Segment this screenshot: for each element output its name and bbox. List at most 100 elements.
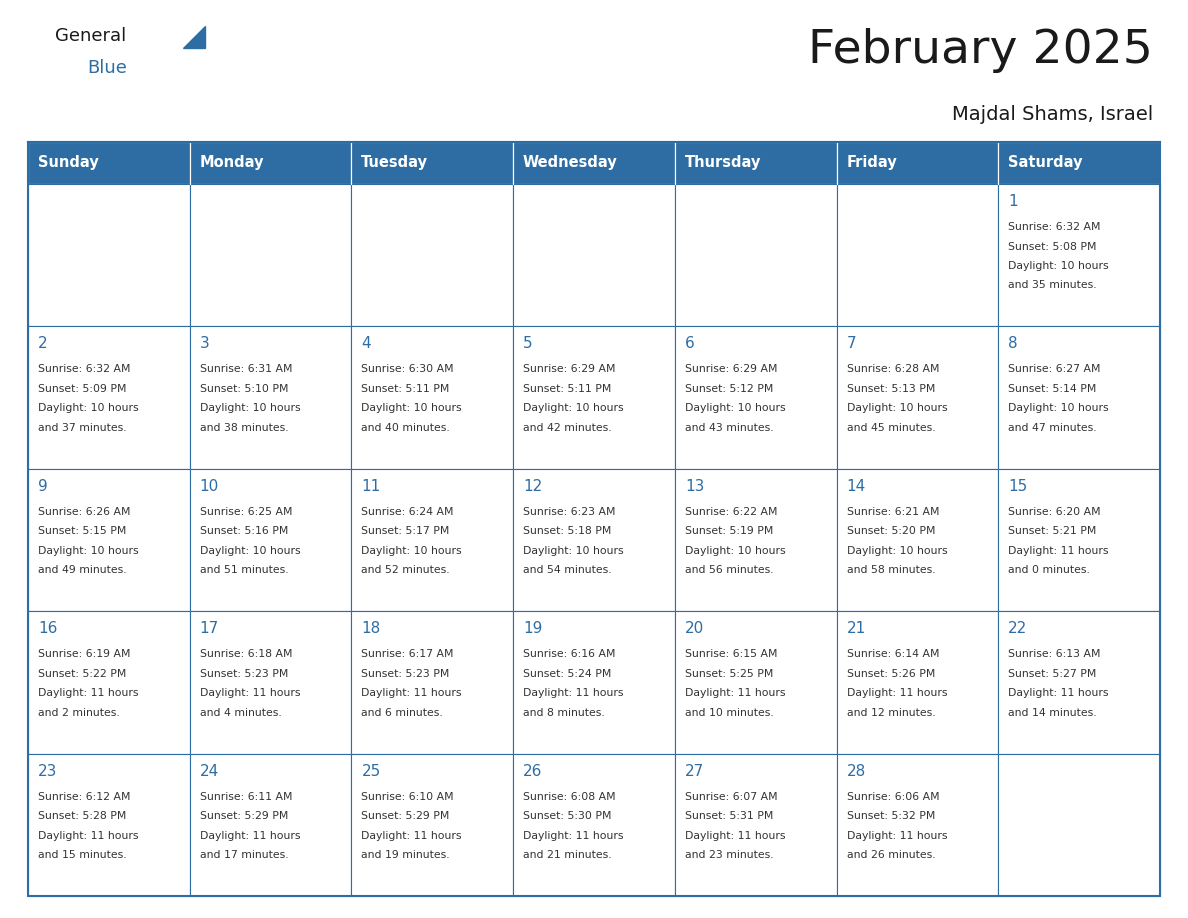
Text: Daylight: 10 hours: Daylight: 10 hours	[523, 546, 624, 555]
Text: Sunrise: 6:17 AM: Sunrise: 6:17 AM	[361, 649, 454, 659]
Text: and 10 minutes.: and 10 minutes.	[684, 708, 773, 718]
Bar	[190, 611, 352, 754]
Text: Sunrise: 6:24 AM: Sunrise: 6:24 AM	[361, 507, 454, 517]
Text: 25: 25	[361, 764, 380, 778]
Text: Sunset: 5:15 PM: Sunset: 5:15 PM	[38, 526, 126, 536]
Text: Daylight: 10 hours: Daylight: 10 hours	[200, 546, 301, 555]
Bar	[29, 142, 190, 184]
Text: Sunset: 5:10 PM: Sunset: 5:10 PM	[200, 384, 289, 394]
Text: 7: 7	[847, 336, 857, 352]
Bar	[190, 142, 352, 184]
Text: Daylight: 10 hours: Daylight: 10 hours	[38, 403, 139, 413]
Text: Sunrise: 6:12 AM: Sunrise: 6:12 AM	[38, 791, 131, 801]
Bar	[513, 327, 675, 469]
Text: and 12 minutes.: and 12 minutes.	[847, 708, 935, 718]
Text: and 14 minutes.: and 14 minutes.	[1009, 708, 1097, 718]
Text: Daylight: 11 hours: Daylight: 11 hours	[684, 688, 785, 699]
Text: Sunrise: 6:20 AM: Sunrise: 6:20 AM	[1009, 507, 1101, 517]
Bar	[352, 327, 513, 469]
Text: Sunrise: 6:27 AM: Sunrise: 6:27 AM	[1009, 364, 1101, 375]
Text: and 42 minutes.: and 42 minutes.	[523, 423, 612, 433]
Text: Sunset: 5:27 PM: Sunset: 5:27 PM	[1009, 668, 1097, 678]
Text: Sunrise: 6:21 AM: Sunrise: 6:21 AM	[847, 507, 939, 517]
Text: and 23 minutes.: and 23 minutes.	[684, 850, 773, 860]
Text: 6: 6	[684, 336, 695, 352]
Text: Sunrise: 6:32 AM: Sunrise: 6:32 AM	[1009, 222, 1101, 232]
Text: 4: 4	[361, 336, 371, 352]
Bar	[998, 611, 1159, 754]
Text: Sunset: 5:11 PM: Sunset: 5:11 PM	[361, 384, 450, 394]
Text: 2: 2	[38, 336, 48, 352]
Text: Sunrise: 6:19 AM: Sunrise: 6:19 AM	[38, 649, 131, 659]
Bar	[190, 184, 352, 327]
Bar	[29, 469, 190, 611]
Bar	[29, 611, 190, 754]
Text: Sunrise: 6:23 AM: Sunrise: 6:23 AM	[523, 507, 615, 517]
Text: Sunset: 5:29 PM: Sunset: 5:29 PM	[361, 812, 450, 821]
Text: Sunset: 5:14 PM: Sunset: 5:14 PM	[1009, 384, 1097, 394]
Text: Sunset: 5:08 PM: Sunset: 5:08 PM	[1009, 241, 1097, 252]
Text: Daylight: 11 hours: Daylight: 11 hours	[38, 831, 139, 841]
Text: Sunset: 5:18 PM: Sunset: 5:18 PM	[523, 526, 612, 536]
Text: and 35 minutes.: and 35 minutes.	[1009, 281, 1097, 290]
Text: Daylight: 11 hours: Daylight: 11 hours	[1009, 546, 1108, 555]
Text: Majdal Shams, Israel: Majdal Shams, Israel	[952, 105, 1154, 124]
Bar	[29, 142, 1159, 896]
Text: Friday: Friday	[846, 155, 897, 171]
Text: Monday: Monday	[200, 155, 264, 171]
Bar	[513, 469, 675, 611]
Bar	[998, 754, 1159, 896]
Text: 9: 9	[38, 479, 48, 494]
Text: and 6 minutes.: and 6 minutes.	[361, 708, 443, 718]
Text: Sunset: 5:30 PM: Sunset: 5:30 PM	[523, 812, 612, 821]
Text: Sunset: 5:21 PM: Sunset: 5:21 PM	[1009, 526, 1097, 536]
Text: Sunset: 5:23 PM: Sunset: 5:23 PM	[361, 668, 450, 678]
Text: Sunrise: 6:11 AM: Sunrise: 6:11 AM	[200, 791, 292, 801]
Text: Sunday: Sunday	[38, 155, 99, 171]
Text: February 2025: February 2025	[808, 28, 1154, 73]
Text: Sunrise: 6:06 AM: Sunrise: 6:06 AM	[847, 791, 940, 801]
Bar	[998, 142, 1159, 184]
Text: Sunset: 5:19 PM: Sunset: 5:19 PM	[684, 526, 773, 536]
Text: 21: 21	[847, 621, 866, 636]
Text: Sunset: 5:12 PM: Sunset: 5:12 PM	[684, 384, 773, 394]
Text: Daylight: 11 hours: Daylight: 11 hours	[684, 831, 785, 841]
Bar	[836, 184, 998, 327]
Text: Sunrise: 6:13 AM: Sunrise: 6:13 AM	[1009, 649, 1101, 659]
Text: Sunrise: 6:07 AM: Sunrise: 6:07 AM	[684, 791, 777, 801]
Text: 8: 8	[1009, 336, 1018, 352]
Bar	[998, 469, 1159, 611]
Text: 22: 22	[1009, 621, 1028, 636]
Bar	[836, 142, 998, 184]
Text: and 38 minutes.: and 38 minutes.	[200, 423, 289, 433]
Bar	[352, 142, 513, 184]
Text: and 51 minutes.: and 51 minutes.	[200, 565, 289, 576]
Text: 12: 12	[523, 479, 543, 494]
Bar	[998, 327, 1159, 469]
Text: Saturday: Saturday	[1007, 155, 1082, 171]
Text: Sunset: 5:13 PM: Sunset: 5:13 PM	[847, 384, 935, 394]
Text: Sunset: 5:11 PM: Sunset: 5:11 PM	[523, 384, 612, 394]
Text: Daylight: 10 hours: Daylight: 10 hours	[684, 403, 785, 413]
Text: Sunset: 5:32 PM: Sunset: 5:32 PM	[847, 812, 935, 821]
Text: General: General	[55, 27, 126, 45]
Bar	[352, 469, 513, 611]
Text: Daylight: 11 hours: Daylight: 11 hours	[847, 688, 947, 699]
Text: Daylight: 10 hours: Daylight: 10 hours	[847, 546, 947, 555]
Text: Daylight: 10 hours: Daylight: 10 hours	[38, 546, 139, 555]
Text: Sunset: 5:29 PM: Sunset: 5:29 PM	[200, 812, 287, 821]
Text: 26: 26	[523, 764, 543, 778]
Text: and 37 minutes.: and 37 minutes.	[38, 423, 127, 433]
Text: Sunrise: 6:08 AM: Sunrise: 6:08 AM	[523, 791, 615, 801]
Bar	[513, 754, 675, 896]
Bar	[190, 469, 352, 611]
Text: 18: 18	[361, 621, 380, 636]
Text: Daylight: 11 hours: Daylight: 11 hours	[361, 831, 462, 841]
Text: Daylight: 11 hours: Daylight: 11 hours	[200, 688, 301, 699]
Bar	[29, 184, 190, 327]
Text: Daylight: 11 hours: Daylight: 11 hours	[200, 831, 301, 841]
Text: Sunrise: 6:31 AM: Sunrise: 6:31 AM	[200, 364, 292, 375]
Bar	[352, 611, 513, 754]
Text: and 54 minutes.: and 54 minutes.	[523, 565, 612, 576]
Text: Daylight: 10 hours: Daylight: 10 hours	[361, 546, 462, 555]
